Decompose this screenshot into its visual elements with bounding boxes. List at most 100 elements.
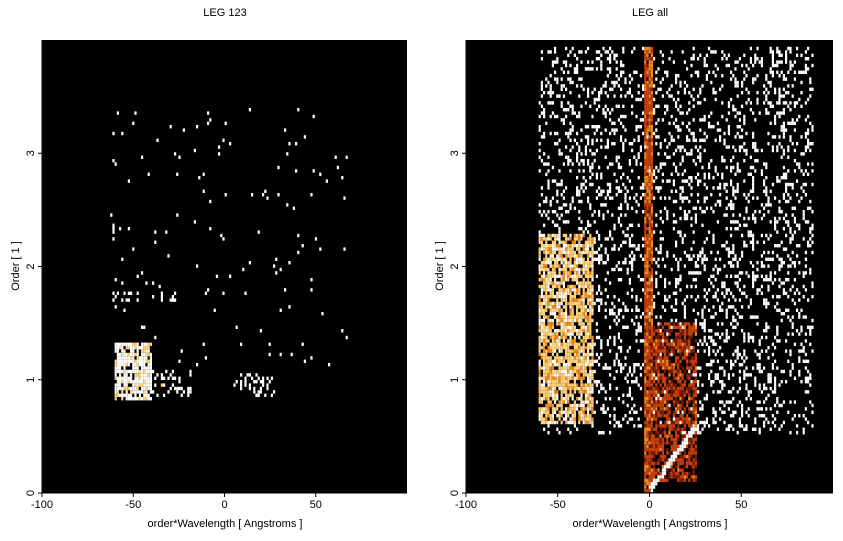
heatmap-cell <box>576 397 579 401</box>
heatmap-cell <box>648 50 651 54</box>
heatmap-cell <box>688 138 691 142</box>
heatmap-cell <box>127 363 130 367</box>
heatmap-cell <box>600 67 603 71</box>
heatmap-cell <box>624 94 627 98</box>
heatmap-cell <box>624 325 627 329</box>
heatmap-cell <box>661 220 664 224</box>
heatmap-cell <box>708 424 711 428</box>
heatmap-cell <box>582 308 585 312</box>
heatmap-cell <box>545 393 548 397</box>
heatmap-cell <box>774 335 777 340</box>
heatmap-cell <box>694 220 697 224</box>
heatmap-cell <box>648 169 651 173</box>
heatmap-cell <box>145 386 148 391</box>
heatmap-cell <box>738 57 741 61</box>
heatmap-cell <box>628 417 631 421</box>
heatmap-cell <box>582 366 585 370</box>
heatmap-cell <box>571 46 574 51</box>
heatmap-cell <box>727 131 730 136</box>
heatmap-cell <box>754 278 757 282</box>
heatmap-cell <box>628 91 631 95</box>
heatmap-cell <box>556 193 559 197</box>
heatmap-cell <box>767 199 770 204</box>
heatmap-cell <box>582 403 585 408</box>
heatmap-cell <box>609 325 612 329</box>
heatmap-cell <box>809 199 812 204</box>
heatmap-cell <box>752 77 755 81</box>
heatmap-cell <box>679 339 682 343</box>
heatmap-cell <box>169 298 172 302</box>
heatmap-cell <box>620 206 623 210</box>
heatmap-cell <box>573 339 576 343</box>
heatmap-cell <box>763 189 766 193</box>
heatmap-cell <box>732 186 735 190</box>
heatmap-cell <box>787 70 790 74</box>
heatmap-cell <box>688 254 691 258</box>
heatmap-cell <box>743 339 746 343</box>
heatmap-cell <box>624 138 627 142</box>
heatmap-cell <box>732 257 735 261</box>
heatmap-cell <box>675 281 678 285</box>
heatmap-cell <box>701 84 704 88</box>
heatmap-cell <box>648 291 651 295</box>
heatmap-cell <box>149 352 152 357</box>
heatmap-cell <box>666 407 669 411</box>
heatmap-cell <box>782 125 785 129</box>
heatmap-cell <box>653 376 656 380</box>
heatmap-cell <box>644 329 647 333</box>
heatmap-cell <box>587 346 590 350</box>
heatmap-cell <box>686 67 689 71</box>
heatmap-cell <box>736 131 739 136</box>
heatmap-cell <box>127 346 130 350</box>
heatmap-cell <box>648 431 651 435</box>
heatmap-cell <box>650 57 653 61</box>
heatmap-cell <box>657 346 660 350</box>
heatmap-cell <box>569 305 572 309</box>
heatmap-cell <box>565 220 568 224</box>
heatmap-cell <box>694 390 697 394</box>
heatmap-cell <box>648 145 651 149</box>
heatmap-cell <box>791 63 794 68</box>
heatmap-cell <box>694 264 697 268</box>
heatmap-cell <box>756 74 759 78</box>
heatmap-cell <box>723 213 726 217</box>
heatmap-cell <box>664 414 667 418</box>
heatmap-cell <box>760 335 763 340</box>
heatmap-cell <box>631 407 634 411</box>
heatmap-cell <box>543 274 546 278</box>
heatmap-cell <box>670 189 673 193</box>
heatmap-cell <box>692 271 695 275</box>
heatmap-cell <box>562 261 565 265</box>
heatmap-cell <box>259 390 262 394</box>
heatmap-cell <box>653 346 656 350</box>
heatmap-cell <box>675 335 678 340</box>
heatmap-cell <box>562 291 565 295</box>
heatmap-cell <box>743 223 746 227</box>
heatmap-cell <box>782 111 785 115</box>
heatmap-cell <box>248 386 251 391</box>
heatmap-cell <box>602 261 605 265</box>
y-tick-label: 1 <box>25 377 37 383</box>
heatmap-cell <box>725 308 728 312</box>
heatmap-cell <box>659 315 662 319</box>
heatmap-cell <box>738 315 741 319</box>
heatmap-cell <box>672 349 675 353</box>
heatmap-cell <box>613 414 616 418</box>
heatmap-cell <box>628 237 631 241</box>
heatmap-cell <box>602 216 605 221</box>
heatmap-cell <box>686 356 689 360</box>
heatmap-cell <box>675 325 678 329</box>
heatmap-cell <box>622 142 625 146</box>
heatmap-cell <box>648 125 651 129</box>
heatmap-cell <box>551 410 554 414</box>
heatmap-cell <box>635 193 638 197</box>
heatmap-cell <box>565 349 568 353</box>
heatmap-cell <box>545 84 548 88</box>
heatmap-cell <box>692 87 695 91</box>
heatmap-cell <box>769 104 772 108</box>
heatmap-cells <box>110 108 348 401</box>
heatmap-cell <box>171 298 174 302</box>
heatmap-cell <box>719 390 722 394</box>
heatmap-cell <box>600 203 603 207</box>
heatmap-cell <box>147 383 150 387</box>
